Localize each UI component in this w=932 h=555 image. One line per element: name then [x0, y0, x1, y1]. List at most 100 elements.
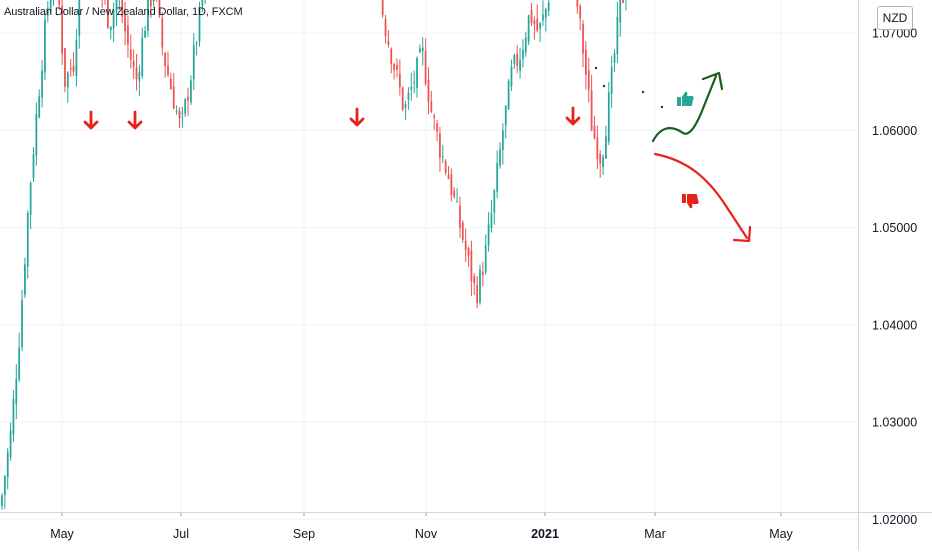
projection-dot — [641, 90, 645, 94]
candle-body — [187, 96, 189, 101]
candle — [625, 0, 627, 11]
candle-body — [21, 300, 23, 347]
candle-body — [29, 182, 32, 215]
candle — [158, 0, 161, 18]
candle — [75, 29, 78, 87]
candle-body — [112, 10, 115, 29]
candle — [115, 0, 118, 26]
candle-body — [398, 73, 401, 88]
candle-body — [616, 16, 619, 54]
candle-body — [109, 26, 112, 31]
candle-body — [461, 222, 464, 240]
candle-body — [476, 285, 479, 303]
candle — [585, 40, 587, 90]
candle-body — [522, 49, 524, 60]
projection-dot — [660, 105, 664, 109]
thumb-cuff — [677, 97, 681, 106]
candle — [101, 0, 103, 8]
candle-body — [481, 271, 484, 276]
candle — [582, 19, 584, 68]
candle-body — [587, 70, 590, 91]
candle-body — [502, 130, 504, 151]
annotation-layer — [83, 66, 752, 243]
candle-body — [144, 30, 146, 38]
candle-body — [439, 133, 441, 158]
candle — [467, 246, 470, 267]
currency-badge[interactable]: NZD — [877, 6, 913, 30]
y-tick-label: 1.02000 — [872, 513, 917, 527]
candle — [161, 11, 164, 56]
candle-body — [390, 48, 393, 65]
candle-body — [46, 8, 49, 16]
candle — [410, 72, 413, 101]
candle-body — [26, 212, 29, 267]
candle-body — [527, 15, 530, 42]
candle-body — [410, 86, 413, 90]
candle-body — [496, 163, 499, 192]
candle — [164, 52, 167, 78]
x-tick-label: Mar — [644, 527, 666, 541]
candle — [605, 125, 607, 159]
candle-body — [138, 72, 141, 81]
candle — [118, 0, 120, 10]
candle — [198, 1, 201, 47]
candle — [616, 1, 619, 64]
candle-body — [18, 347, 21, 380]
candle-body — [418, 48, 421, 53]
candle — [18, 332, 21, 383]
y-tick-label: 1.05000 — [872, 221, 917, 235]
candle — [58, 0, 61, 11]
candle — [384, 14, 387, 44]
candle-body — [195, 42, 198, 45]
candle-body — [467, 248, 470, 256]
candle — [481, 261, 484, 287]
candle — [493, 188, 496, 225]
candle — [473, 273, 476, 296]
candle — [542, 0, 544, 26]
candle-body — [456, 201, 458, 203]
candle — [496, 150, 499, 199]
candle — [430, 90, 433, 114]
candle-body — [66, 72, 69, 88]
candle-body — [533, 20, 536, 25]
candle — [536, 4, 539, 33]
candle — [587, 57, 590, 103]
candle — [464, 228, 467, 263]
candle-body — [427, 79, 430, 102]
candle — [533, 16, 536, 40]
candle — [49, 0, 52, 14]
candle — [479, 264, 481, 305]
candle-body — [513, 55, 516, 64]
candle — [129, 34, 132, 69]
candle-body — [169, 78, 172, 90]
candle-body — [459, 205, 461, 228]
projection-dot — [594, 66, 598, 70]
candle — [413, 70, 416, 94]
candle-body — [15, 378, 18, 405]
candle-body — [158, 0, 161, 16]
candle-body — [393, 64, 396, 71]
candle — [181, 106, 184, 128]
candle — [124, 1, 126, 46]
y-tick-label: 1.06000 — [872, 124, 917, 138]
candle — [610, 55, 613, 109]
candle-body — [582, 23, 584, 54]
candle-body — [421, 47, 424, 52]
candle — [619, 0, 622, 37]
candle — [78, 0, 81, 49]
candle — [41, 59, 43, 108]
candle — [109, 26, 112, 40]
candle-body — [6, 452, 9, 478]
candle-body — [516, 53, 519, 66]
candle-body — [38, 96, 41, 118]
candle — [516, 45, 519, 74]
red-down-arrow-icon — [127, 110, 143, 130]
candle-body — [610, 66, 613, 95]
candle — [381, 0, 384, 18]
candle — [147, 0, 149, 37]
candle-body — [424, 50, 427, 84]
candle-body — [416, 57, 418, 88]
candle-body — [504, 105, 507, 126]
candle — [3, 474, 6, 509]
